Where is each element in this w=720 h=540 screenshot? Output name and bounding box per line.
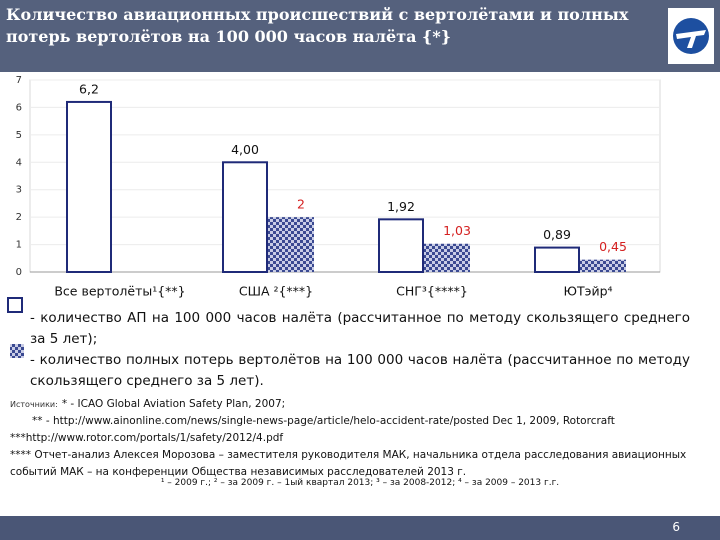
y-tick-label: 0 (16, 267, 22, 278)
legend-swatch (7, 297, 23, 313)
data-label: 0,45 (599, 239, 627, 254)
sources-label: Источники: (10, 400, 58, 409)
footnote: ¹ – 2009 г.; ² – за 2009 г. – 1ый кварта… (160, 478, 560, 488)
page-number: 6 (672, 520, 680, 534)
source-line: Источники: * - ICAO Global Aviation Safet… (10, 396, 710, 413)
source-line: ***http://www.rotor.com/portals/1/safety… (10, 432, 284, 444)
bar (66, 100, 112, 274)
logo (668, 8, 714, 64)
data-label: 6,2 (79, 81, 99, 96)
chart: 0 1 2 3 4 5 6 7 6,2 4,00 1,92 0,89 2 1,03 0,45 Все верт… (16, 75, 661, 299)
data-label: 1,92 (387, 199, 415, 214)
legend-text: - количество АП на 100 000 часов налёта … (30, 310, 690, 347)
source-line: ** - http://www.ainonline.com/news/singl… (32, 415, 615, 427)
slide-title: Количество авиационных происшествий с ве… (6, 5, 629, 46)
x-tick-label: СНГ³{****} (396, 284, 468, 299)
y-tick-label: 7 (16, 75, 22, 86)
bar (222, 161, 268, 273)
data-label: 4,00 (231, 142, 259, 157)
x-tick-label: Все вертолёты¹{**} (54, 284, 185, 299)
y-tick-label: 3 (16, 185, 22, 196)
source-text: * - ICAO Global Aviation Safety Plan, 20… (61, 398, 286, 410)
legend-icons (7, 297, 24, 358)
y-tick-label: 1 (16, 240, 22, 251)
bar (378, 218, 424, 273)
bar (268, 217, 314, 272)
y-tick-label: 6 (16, 102, 22, 113)
y-tick-label: 5 (16, 130, 22, 141)
bar (580, 259, 626, 272)
data-label: 1,03 (443, 223, 471, 238)
y-tick-label: 4 (16, 157, 22, 168)
plot-area (29, 79, 661, 273)
data-label: 0,89 (543, 227, 571, 242)
source-line: **** Отчет-анализ Алексея Морозова – зам… (10, 449, 687, 478)
legend-text: - количество полных потерь вертолётов на… (30, 352, 690, 389)
x-tick-label: США ²{***} (239, 284, 313, 299)
footer-band: 6 (0, 516, 720, 540)
header-band: Количество авиационных происшествий с ве… (0, 0, 720, 72)
data-label: 2 (297, 197, 305, 212)
sources: Источники: * - ICAO Global Aviation Safet… (10, 396, 710, 481)
y-tick-label: 2 (16, 212, 22, 223)
bar (424, 243, 470, 272)
legend-swatch (10, 344, 24, 358)
x-tick-label: ЮТэйр⁴ (563, 284, 612, 299)
bar (534, 246, 580, 274)
